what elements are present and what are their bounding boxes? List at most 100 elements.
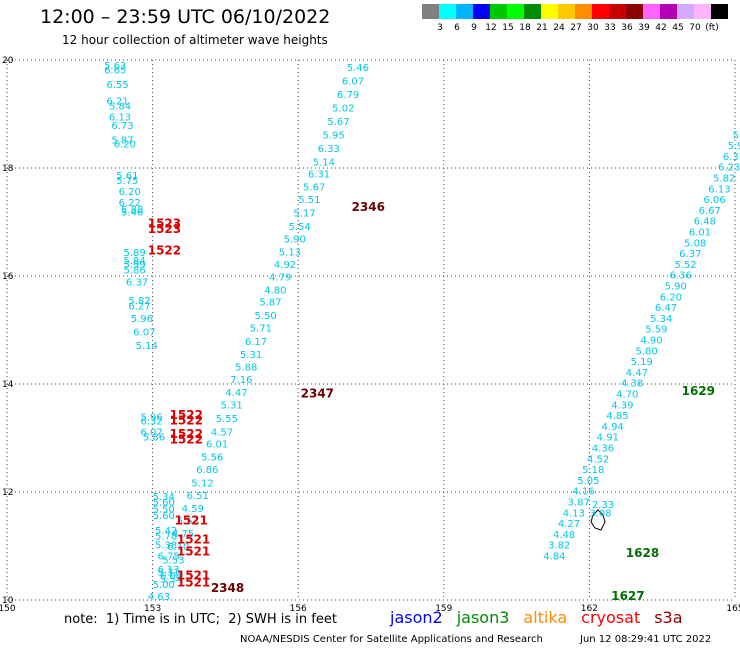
wave-height-value: 6.10 <box>167 542 189 553</box>
x-tick-label: 150 <box>0 604 16 614</box>
wave-height-value: 5.31 <box>221 400 243 411</box>
x-tick-label: 159 <box>435 604 452 614</box>
wave-height-value: 4.70 <box>616 390 638 401</box>
wave-height-value: 6.37 <box>679 249 701 260</box>
wave-height-value: 5.82 <box>713 174 735 185</box>
pass-time-label: 2348 <box>211 581 244 595</box>
wave-height-value: 5.99 <box>123 260 145 271</box>
wave-height-value: 6.13 <box>708 184 730 195</box>
pass-time-label: 1523 <box>148 216 181 230</box>
wave-height-value: 6.01 <box>206 440 228 451</box>
wave-height-value: 6.13 <box>109 112 131 123</box>
wave-height-value: 3.87 <box>568 498 590 509</box>
wave-height-value: 6.37 <box>126 278 148 289</box>
wave-height-value: 5.31 <box>240 350 262 361</box>
wave-height-value: 5.88 <box>235 363 257 374</box>
colorbar-swatch <box>524 4 541 19</box>
colorbar-label: 18 <box>519 23 531 33</box>
pass-time-label: 1522 <box>170 408 203 422</box>
colorbar-swatch <box>626 4 643 19</box>
wave-height-value: 6.20 <box>119 187 141 198</box>
x-tick-label: 153 <box>144 604 161 614</box>
colorbar-swatch <box>473 4 490 19</box>
wave-height-value: 6.23 <box>718 163 740 174</box>
wave-height-value: 5.53 <box>162 555 184 566</box>
wave-height-value: 5.55 <box>216 414 238 425</box>
colorbar-label: 9 <box>471 23 477 33</box>
y-tick-label: 14 <box>2 380 14 390</box>
pass-time-labels: 1523152315221522152215221522152115211521… <box>148 200 715 603</box>
wave-height-value: 5.08 <box>684 238 706 249</box>
footer-note: note: 1) Time is in UTC; 2) SWH is in fe… <box>64 612 337 627</box>
wave-height-value: 5.51 <box>298 195 320 206</box>
wave-height-value: 6.65 <box>104 66 126 77</box>
pass-time-label: 1522 <box>170 432 203 446</box>
wave-height-value: 4.36 <box>592 444 614 455</box>
pass-time-label: 1521 <box>177 532 210 546</box>
wave-height-value: 5.14 <box>136 341 158 352</box>
wave-height-value: 6.55 <box>106 80 128 91</box>
colorbar-label: 6 <box>454 23 460 33</box>
colorbar-label: 15 <box>502 23 514 33</box>
pass-time-label: 1627 <box>611 589 644 603</box>
y-tick-label: 16 <box>2 272 14 282</box>
colorbar-label: 33 <box>604 23 616 33</box>
wave-height-value: 5.95 <box>322 130 344 141</box>
wave-height-value: 5.54 <box>160 575 182 586</box>
wave-height-value: 5.80 <box>636 346 658 357</box>
wave-height-value: 5.86 <box>123 265 145 276</box>
x-tick-label: 165 <box>726 604 740 614</box>
wave-height-value: 5.87 <box>111 136 133 147</box>
wave-height-value: 5.19 <box>631 357 653 368</box>
wave-height-value: 6.20 <box>660 292 682 303</box>
wave-height-value: 6.20 <box>114 139 136 150</box>
pass-time-label: 1521 <box>177 545 210 559</box>
wave-height-value: 5.05 <box>577 476 599 487</box>
wave-height-value: 6.48 <box>694 217 716 228</box>
map-title: 12:00 – 23:59 UTC 06/10/2022 <box>40 6 331 28</box>
wave-height-value: 5.50 <box>153 505 175 516</box>
wave-height-value: 4.57 <box>211 427 233 438</box>
wave-height-value: 6.04 <box>160 571 182 582</box>
wave-height-value: 5.75 <box>116 176 138 187</box>
wave-height-value: 5.31 <box>157 568 179 579</box>
wave-height-value: 4.13 <box>563 508 585 519</box>
wave-height-value: 6.07 <box>133 327 155 338</box>
mission-label-cryosat: cryosat <box>581 608 641 627</box>
wave-height-value: 4.84 <box>543 552 565 563</box>
wave-height-value: 4.16 <box>572 487 594 498</box>
mission-label-jason3: jason3 <box>456 608 510 627</box>
wave-height-value: 7.16 <box>230 375 252 386</box>
wave-height-value: 5.63 <box>104 61 126 72</box>
wave-height-value: 5.17 <box>293 209 315 220</box>
colorbar-label: 30 <box>587 23 599 33</box>
y-tick-label: 18 <box>2 164 14 174</box>
wave-height-value: 6.27 <box>128 301 150 312</box>
wave-height-value: 5.53 <box>177 516 199 527</box>
mission-label-s3a: s3a <box>654 608 683 627</box>
colorbar-swatch <box>660 4 677 19</box>
wave-height-value: 4.79 <box>269 272 291 283</box>
wave-height-value: 5.02 <box>332 103 354 114</box>
colorbar-label: 39 <box>638 23 650 33</box>
wave-height-value: 6.86 <box>196 465 218 476</box>
pass-time-label: 1521 <box>174 513 207 527</box>
wave-height-value: 4.92 <box>274 260 296 271</box>
wave-height-value: 4.75 <box>172 529 194 540</box>
pass-time-label: 1522 <box>148 243 181 257</box>
wave-height-value: 6.32 <box>140 417 162 428</box>
wave-height-value: 6.67 <box>699 206 721 217</box>
wave-height-value: 4.47 <box>626 368 648 379</box>
wave-height-value: 4.91 <box>597 433 619 444</box>
wave-height-value: 6.75 <box>157 552 179 563</box>
y-tick-label: 20 <box>2 56 14 66</box>
wave-height-value: 5.61 <box>116 171 138 182</box>
mission-label-altika: altika <box>523 608 568 627</box>
colorbar-swatch <box>592 4 609 19</box>
wave-height-value: 3.08 <box>589 508 611 519</box>
wave-height-value: 5.34 <box>153 492 175 503</box>
colorbar-swatch <box>507 4 524 19</box>
pass-time-label: 2346 <box>352 200 385 214</box>
y-tick-label: 12 <box>2 488 13 498</box>
